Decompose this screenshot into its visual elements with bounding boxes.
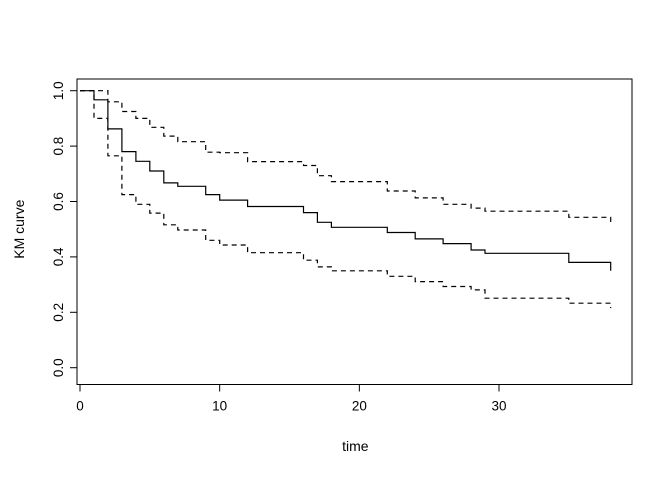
x-axis-tick-label: 0 <box>76 399 84 414</box>
x-axis-tick-label: 10 <box>212 399 227 414</box>
y-axis-tick-label: 0.8 <box>51 137 66 156</box>
x-axis-tick-label: 30 <box>491 399 506 414</box>
y-axis-title: KM curve <box>11 199 27 258</box>
km-estimate-curve <box>80 90 612 271</box>
y-axis-tick-label: 0.4 <box>51 247 66 266</box>
x-axis-title: time <box>342 438 369 454</box>
plot-frame <box>76 78 633 385</box>
upper-ci-curve <box>80 90 612 224</box>
x-axis-tick-label: 20 <box>352 399 367 414</box>
lower-ci-curve <box>80 90 612 309</box>
y-axis-tick-label: 1.0 <box>51 81 66 100</box>
y-axis-tick-label: 0.6 <box>51 192 66 211</box>
y-axis-tick-label: 0.2 <box>51 303 66 322</box>
y-axis-tick-label: 0.0 <box>51 358 66 377</box>
